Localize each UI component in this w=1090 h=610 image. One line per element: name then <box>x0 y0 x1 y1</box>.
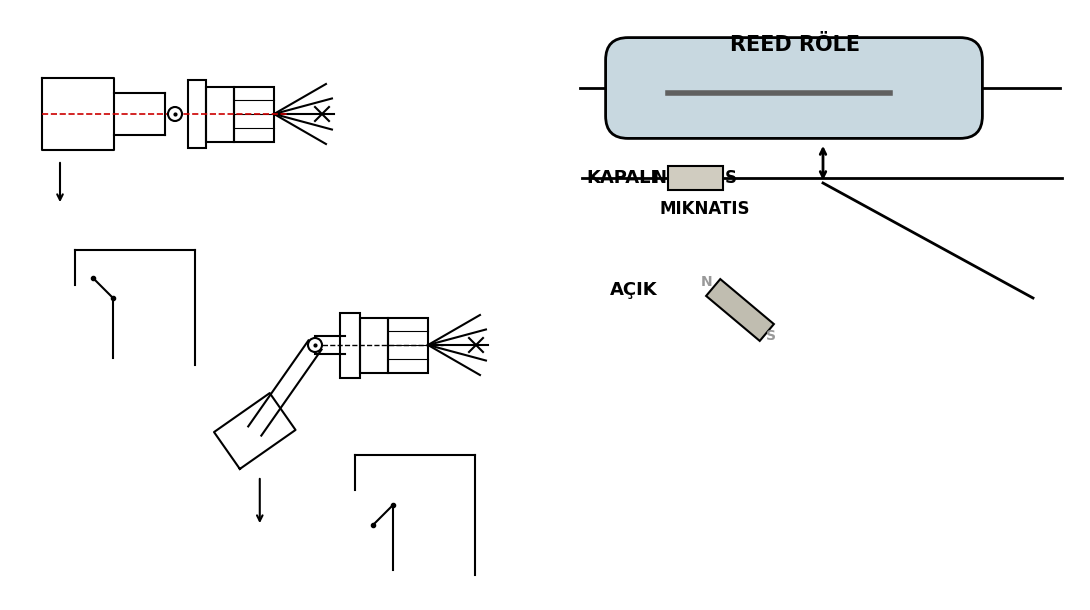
Text: REED RÖLE: REED RÖLE <box>730 35 860 55</box>
Bar <box>234 87 274 142</box>
Text: MIKNATIS: MIKNATIS <box>659 200 750 218</box>
Text: N: N <box>652 169 666 187</box>
Text: KAPALI: KAPALI <box>586 169 658 187</box>
Circle shape <box>168 107 182 121</box>
Text: S: S <box>765 329 776 343</box>
Text: N: N <box>701 275 713 289</box>
Circle shape <box>308 338 322 352</box>
Bar <box>388 318 428 373</box>
Bar <box>706 279 774 341</box>
Text: AÇIK: AÇIK <box>610 281 658 299</box>
Bar <box>340 313 360 378</box>
FancyBboxPatch shape <box>606 38 982 138</box>
Bar <box>187 80 206 148</box>
Bar <box>668 166 723 190</box>
Text: S: S <box>725 169 737 187</box>
Bar <box>360 318 388 373</box>
Bar <box>206 87 234 142</box>
